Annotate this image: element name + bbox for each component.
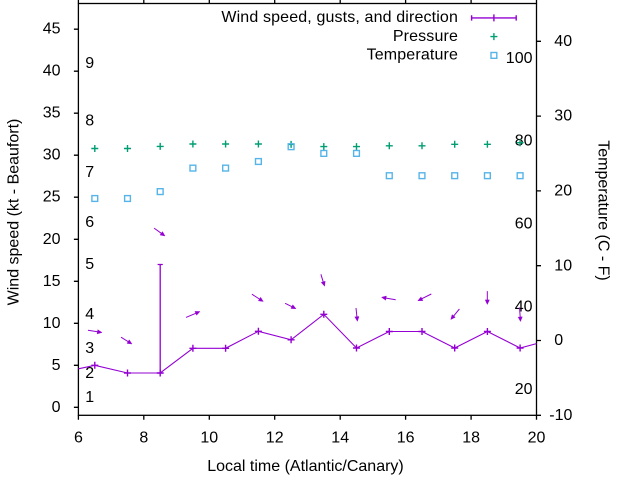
svg-text:100: 100 <box>506 50 533 67</box>
svg-text:7: 7 <box>85 164 94 181</box>
svg-text:40: 40 <box>554 33 572 50</box>
svg-text:10: 10 <box>43 315 61 332</box>
svg-text:Temperature: Temperature <box>367 47 458 64</box>
svg-text:20: 20 <box>554 183 572 200</box>
svg-text:8: 8 <box>85 113 94 130</box>
svg-text:1: 1 <box>85 389 94 406</box>
svg-text:3: 3 <box>85 340 94 357</box>
svg-text:9: 9 <box>85 55 94 72</box>
svg-text:6: 6 <box>74 430 83 447</box>
svg-text:10: 10 <box>200 430 218 447</box>
svg-text:Wind speed, gusts, and directi: Wind speed, gusts, and direction <box>221 9 458 26</box>
svg-text:16: 16 <box>397 430 415 447</box>
svg-text:10: 10 <box>554 257 572 274</box>
svg-text:40: 40 <box>515 299 533 316</box>
svg-text:Wind speed (kt - Beaufort): Wind speed (kt - Beaufort) <box>6 119 23 306</box>
svg-text:80: 80 <box>515 133 533 150</box>
svg-text:4: 4 <box>85 306 94 323</box>
svg-text:Local time (Atlantic/Canary): Local time (Atlantic/Canary) <box>207 458 404 475</box>
svg-text:14: 14 <box>331 430 349 447</box>
svg-text:25: 25 <box>43 189 61 206</box>
svg-text:0: 0 <box>554 332 563 349</box>
svg-text:30: 30 <box>554 108 572 125</box>
svg-text:45: 45 <box>43 21 61 38</box>
svg-text:0: 0 <box>52 399 61 416</box>
svg-text:5: 5 <box>85 256 94 273</box>
svg-text:35: 35 <box>43 105 61 122</box>
svg-text:20: 20 <box>528 430 546 447</box>
svg-text:Pressure: Pressure <box>393 28 458 45</box>
svg-text:30: 30 <box>43 147 61 164</box>
svg-text:18: 18 <box>462 430 480 447</box>
svg-text:12: 12 <box>266 430 284 447</box>
svg-text:15: 15 <box>43 273 61 290</box>
svg-text:20: 20 <box>515 381 533 398</box>
svg-text:5: 5 <box>52 357 61 374</box>
svg-text:Temperature (C - F): Temperature (C - F) <box>595 140 612 280</box>
svg-text:60: 60 <box>515 216 533 233</box>
svg-text:40: 40 <box>43 63 61 80</box>
svg-text:20: 20 <box>43 231 61 248</box>
svg-text:6: 6 <box>85 214 94 231</box>
svg-text:8: 8 <box>139 430 148 447</box>
svg-text:2: 2 <box>85 365 94 382</box>
svg-text:-10: -10 <box>549 407 572 424</box>
